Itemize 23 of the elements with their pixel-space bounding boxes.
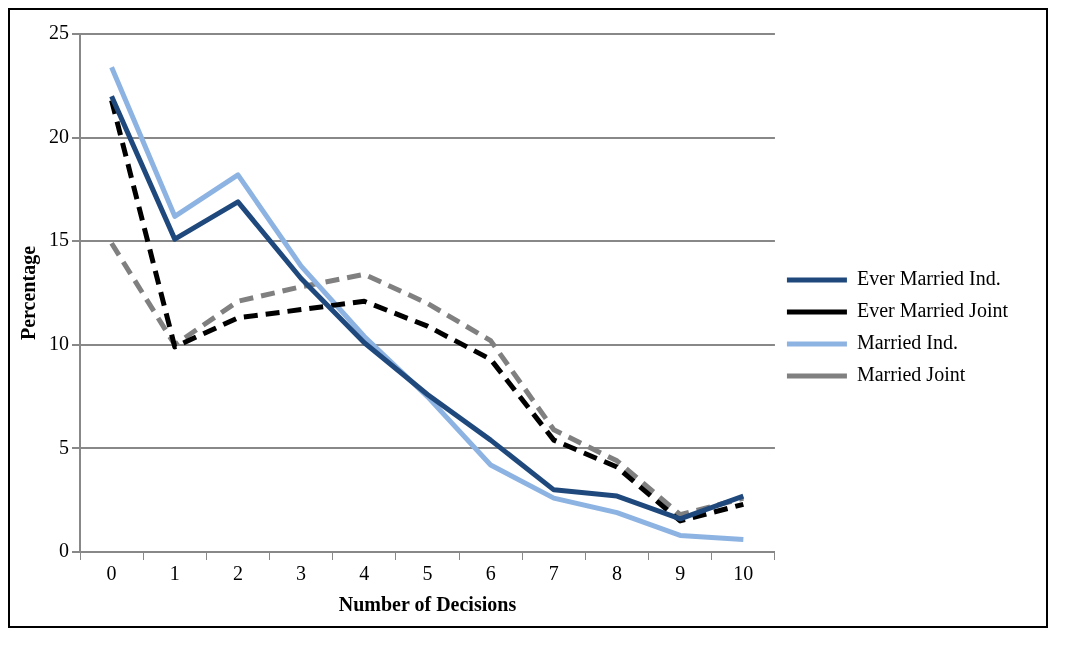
legend-label: Ever Married Ind. bbox=[856, 267, 1001, 290]
x-tick-label: 10 bbox=[733, 562, 754, 585]
x-tick-label: 2 bbox=[232, 562, 243, 585]
x-tick-label: 4 bbox=[359, 562, 370, 585]
y-tick-label: 25 bbox=[49, 21, 69, 44]
x-tick-label: 1 bbox=[169, 562, 180, 585]
legend-label: Married Joint bbox=[856, 363, 966, 386]
y-tick-label: 5 bbox=[59, 435, 69, 458]
legend-label: Married Ind. bbox=[856, 331, 959, 354]
y-tick-label: 0 bbox=[59, 539, 69, 562]
y-axis-title: Percentage bbox=[17, 245, 41, 341]
x-tick-label: 5 bbox=[422, 562, 433, 585]
y-tick-label: 10 bbox=[49, 332, 69, 355]
x-tick-label: 8 bbox=[612, 562, 622, 585]
x-tick-label: 0 bbox=[106, 562, 117, 585]
x-tick-label: 7 bbox=[548, 562, 559, 585]
x-tick-label: 9 bbox=[675, 562, 686, 585]
y-tick-label: 20 bbox=[49, 124, 69, 147]
x-axis-title: Number of Decisions bbox=[338, 593, 517, 616]
y-tick-label: 15 bbox=[49, 228, 69, 251]
x-tick-label: 6 bbox=[485, 562, 496, 585]
x-tick-label: 3 bbox=[296, 562, 307, 585]
legend-label: Ever Married Joint bbox=[856, 299, 1009, 322]
